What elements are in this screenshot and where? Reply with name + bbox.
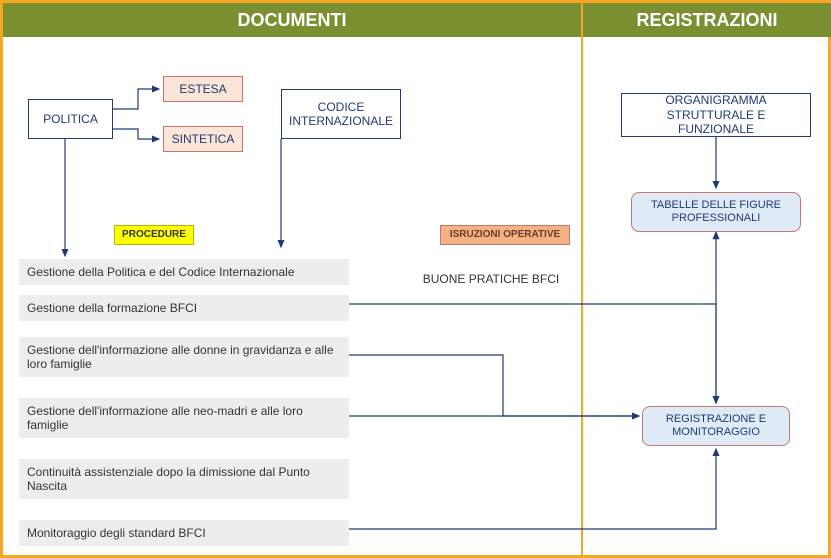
- header-registrazioni: REGISTRAZIONI: [583, 3, 831, 37]
- node-organigramma: ORGANIGRAMMA STRUTTURALE E FUNZIONALE: [621, 93, 811, 137]
- procedure-row: Continuità assistenziale dopo la dimissi…: [19, 459, 349, 499]
- node-politica: POLITICA: [28, 99, 113, 139]
- procedure-row: Gestione della Politica e del Codice Int…: [19, 259, 349, 285]
- procedure-row: Gestione dell'informazione alle donne in…: [19, 337, 349, 377]
- node-istruzioni_tag: ISRUZIONI OPERATIVE: [440, 225, 570, 245]
- node-procedure_tag: PROCEDURE: [114, 225, 194, 245]
- node-codice: CODICE INTERNAZIONALE: [281, 89, 401, 139]
- edge-p3-registr: [349, 355, 639, 416]
- header-documenti: DOCUMENTI: [3, 3, 583, 37]
- procedure-row: Gestione dell'informazione alle neo-madr…: [19, 398, 349, 438]
- procedure-row: Gestione della formazione BFCI: [19, 295, 349, 321]
- diagram-canvas: DOCUMENTI REGISTRAZIONI POLITICA ESTESA SI…: [0, 0, 831, 558]
- edge-p6-registr: [349, 449, 716, 529]
- edge-p2-registr: [349, 304, 716, 403]
- procedure-row: Monitoraggio degli standard BFCI: [19, 520, 349, 546]
- node-tabelle: TABELLE DELLE FIGURE PROFESSIONALI: [631, 192, 801, 232]
- edge-politica-estesa: [113, 89, 159, 109]
- vertical-divider: [581, 37, 583, 557]
- edge-politica-sintetica: [113, 129, 159, 139]
- node-registrazione: REGISTRAZIONE E MONITORAGGIO: [642, 406, 790, 446]
- node-buone: BUONE PRATICHE BFCI: [411, 269, 571, 289]
- node-estesa: ESTESA: [163, 76, 243, 102]
- node-sintetica: SINTETICA: [163, 126, 243, 152]
